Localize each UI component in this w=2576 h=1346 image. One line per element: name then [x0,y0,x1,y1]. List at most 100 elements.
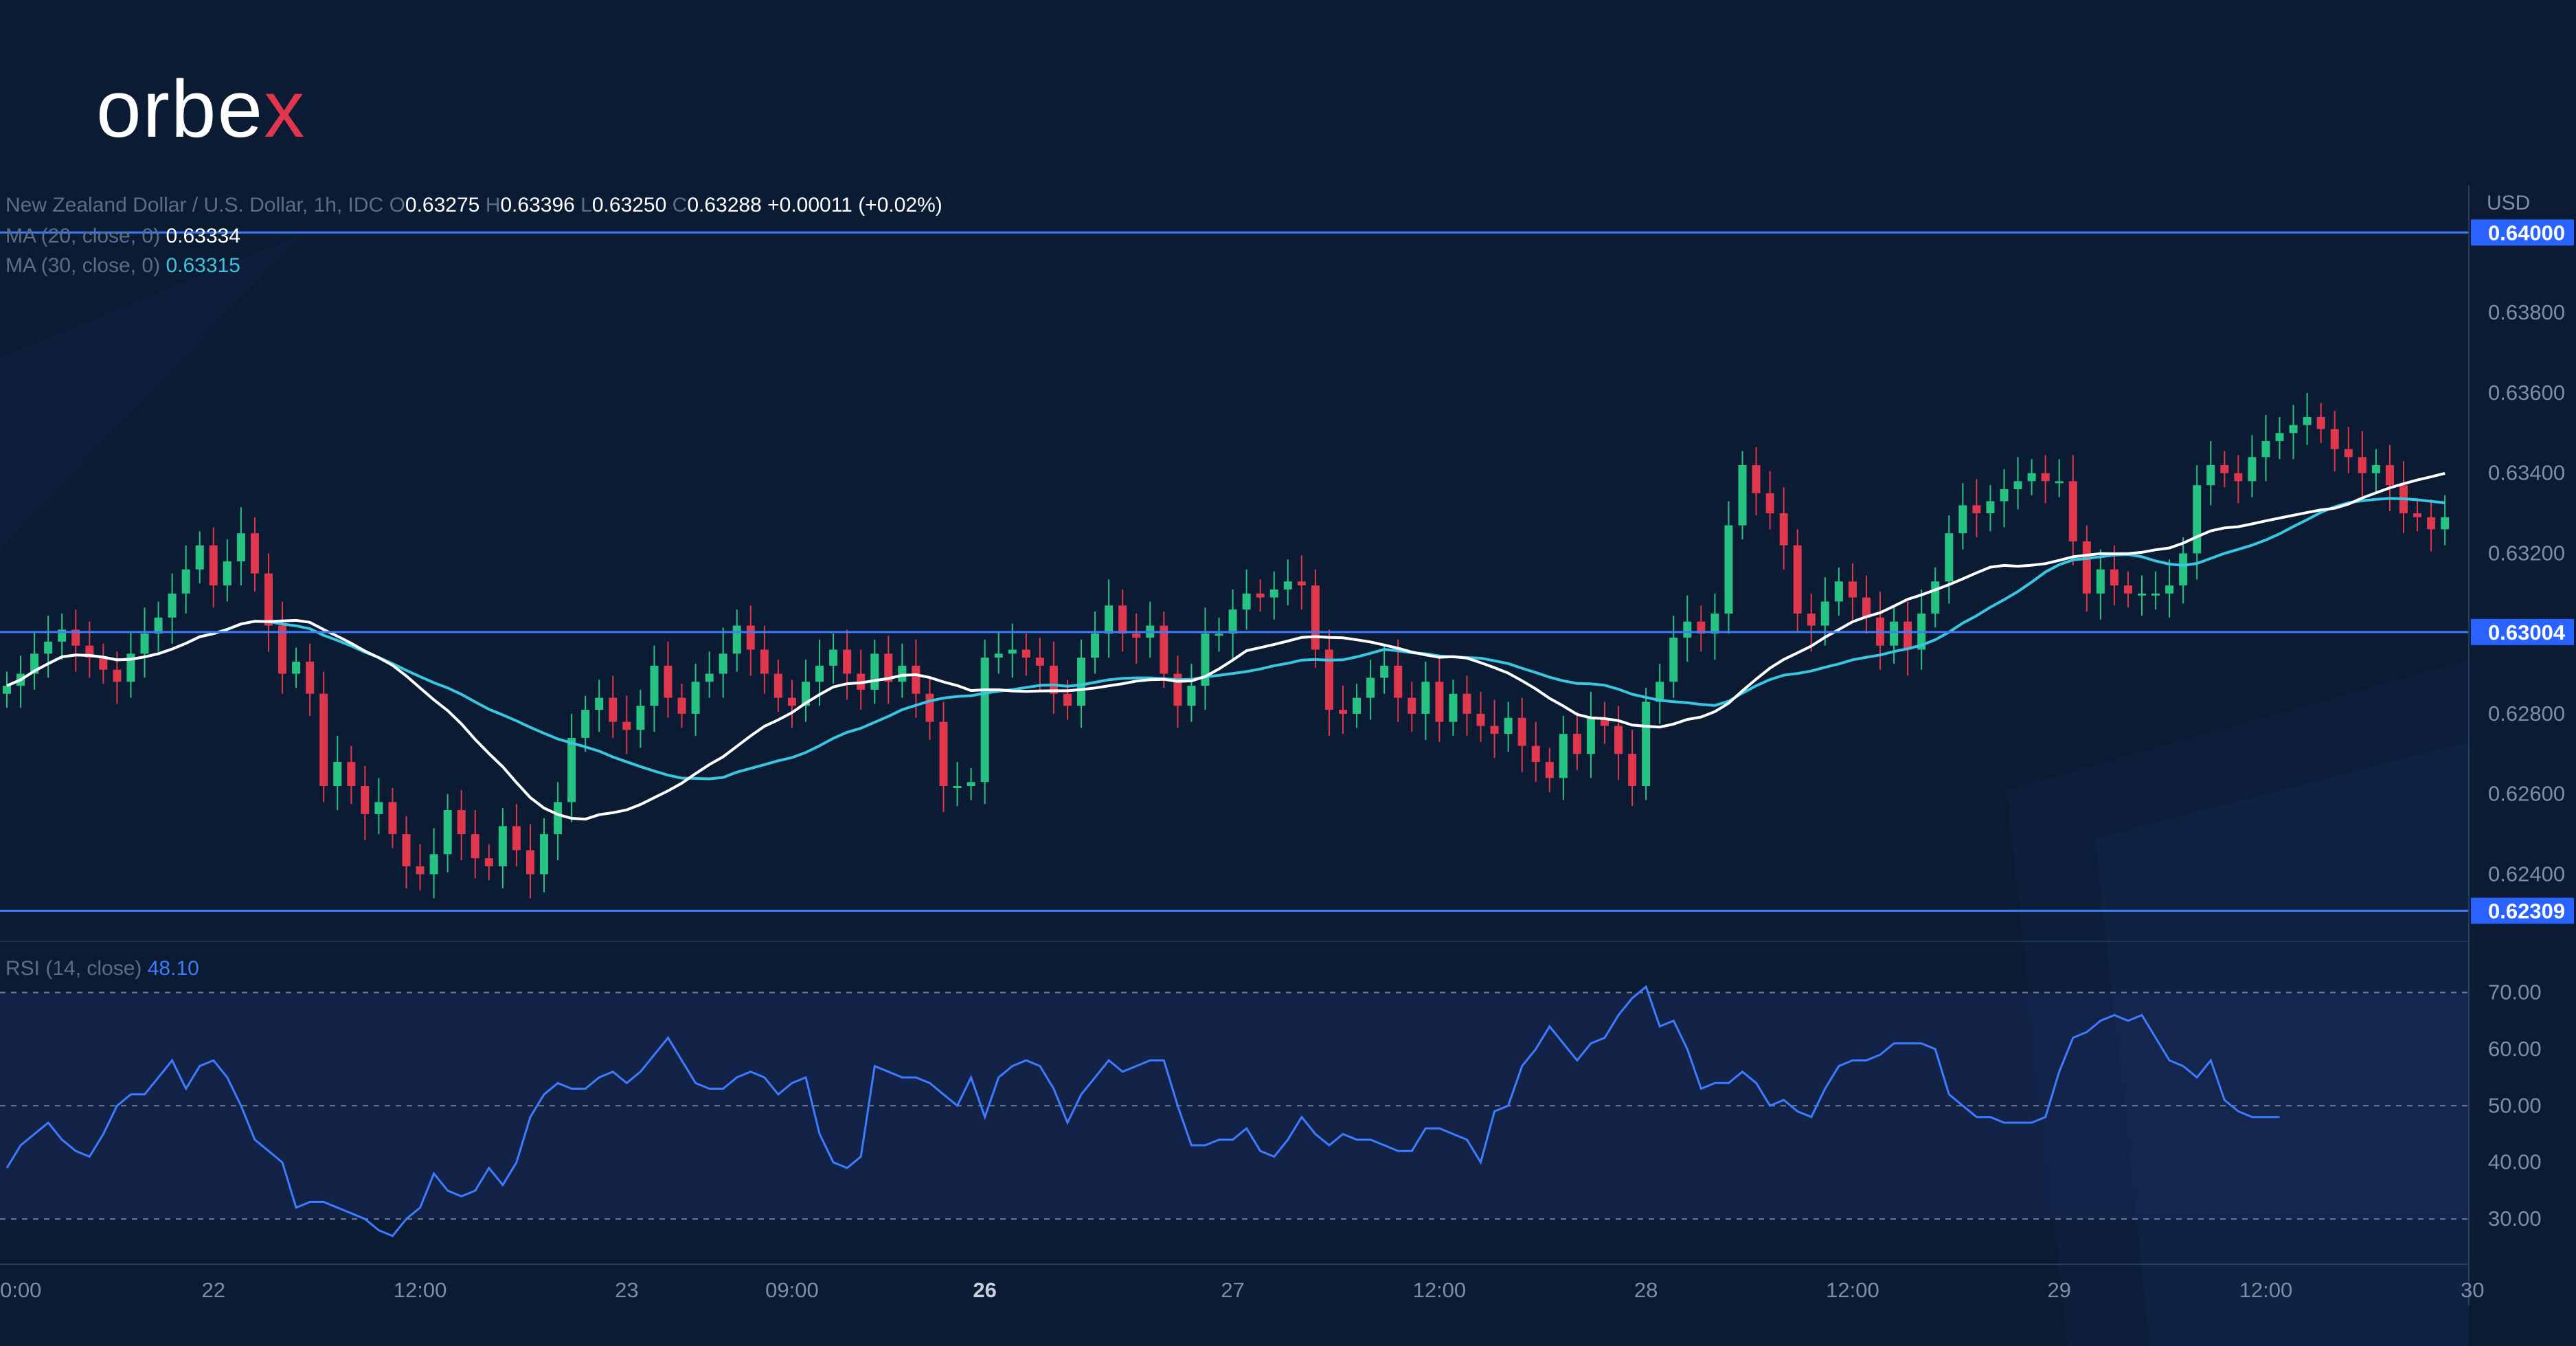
time-tick-label: 12:00 [1413,1278,1467,1302]
candle-body [581,710,590,738]
ma30-label: MA (30, close, 0) [5,254,161,277]
candle-body [1297,581,1306,586]
ohlc-legend: New Zealand Dollar / U.S. Dollar, 1h, ID… [5,194,942,217]
candle-body [815,665,824,682]
candle-body [925,693,934,722]
candle-body [223,561,231,586]
candle-body [1710,613,1719,634]
candle-body [1021,649,1030,658]
ma30-legend: MA (30, close, 0) 0.63315 [5,254,240,278]
high-label: H [485,194,501,216]
candle-body [2055,481,2064,484]
candle-body [3,686,11,694]
candle-body [526,850,534,875]
candle-body [2371,464,2380,473]
rsi-tick-label: 60.00 [2488,1037,2542,1061]
rsi-tick-label: 70.00 [2488,980,2542,1004]
low-value: 0.63250 [591,194,667,216]
price-levels [0,231,2469,912]
candle-body [1187,686,1196,706]
ma30-value: 0.63315 [166,254,240,277]
candle-body [99,658,108,670]
time-tick-label: 29 [2047,1278,2070,1302]
candle-body [1394,665,1403,698]
open-label: O [389,194,405,216]
candle-body [829,649,838,666]
candle-body [1049,665,1058,694]
candle-body [2248,457,2257,482]
time-tick-label: 12:00 [1826,1278,1879,1302]
change-value: +0.00011 (+0.02%) [767,194,942,216]
candle-body [388,802,397,835]
candle-body [2206,464,2215,486]
candle-body [2000,489,2009,502]
candle-body [2344,449,2353,458]
candle-body [595,697,604,710]
candle-body [1642,702,1651,786]
candle-body [1421,682,1430,714]
candle-body [967,782,975,786]
candle-body [953,786,962,788]
candle-body [292,662,301,674]
candle-body [1091,633,1100,658]
ma20-label: MA (20, close, 0) [5,225,161,247]
candle-body [1283,581,1292,590]
rsi-legend: RSI (14, close) 48.10 [5,957,199,980]
candle-body [443,810,452,855]
candle-body [1118,605,1127,634]
low-label: L [580,194,592,216]
candle-body [2041,473,2050,482]
rsi-label: RSI (14, close) [5,957,142,980]
candle-body [691,682,700,714]
candle-body [195,545,204,570]
rsi-value: 48.10 [147,957,199,980]
candle-body [1834,581,1843,602]
candle-body [2220,464,2229,473]
rsi-line [5,985,2280,1237]
candle-body [2385,464,2394,486]
candle-body [2330,429,2339,449]
candle-body [1628,754,1637,786]
candle-body [181,569,190,594]
candle-body [2441,517,2450,530]
candle-body [802,682,810,706]
candle-body [319,693,328,786]
candle-body [1380,665,1389,678]
level-tag-label: 0.63004 [2488,620,2566,644]
candle-body [1256,593,1265,598]
candle-body [1697,621,1706,634]
candle-body [429,854,438,875]
candle-body [2275,433,2284,441]
candle-body [1160,625,1168,674]
candle-body [2123,585,2132,594]
open-value: 0.63275 [405,194,480,216]
candle-body [2261,440,2270,458]
candle-body [746,625,755,650]
candle-body [2179,553,2188,586]
level-tag [2471,219,2574,246]
candle-body [264,573,273,626]
candle-body [168,593,177,618]
candle-body [1105,605,1114,634]
candle-body [1862,597,1871,618]
candle-body [471,834,479,859]
candle-body [374,802,383,814]
candle-body [2138,593,2147,596]
candle-body [2289,425,2298,434]
candle-body [361,786,370,814]
level-tag [2471,897,2574,924]
candle-body [140,633,149,654]
price-tick-label: 0.62400 [2488,862,2565,886]
candle-body [1586,717,1595,754]
candle-body [1738,464,1747,526]
ma20-value: 0.63334 [166,225,240,247]
candle-body [2151,593,2160,596]
candle-body [113,669,122,682]
candle-body [1228,609,1237,634]
price-tick-label: 0.63400 [2488,461,2565,485]
candle-body [2234,473,2243,482]
price-tick-label: 0.63600 [2488,381,2565,405]
candle-body [1517,717,1526,746]
candle-body [1848,581,1857,598]
